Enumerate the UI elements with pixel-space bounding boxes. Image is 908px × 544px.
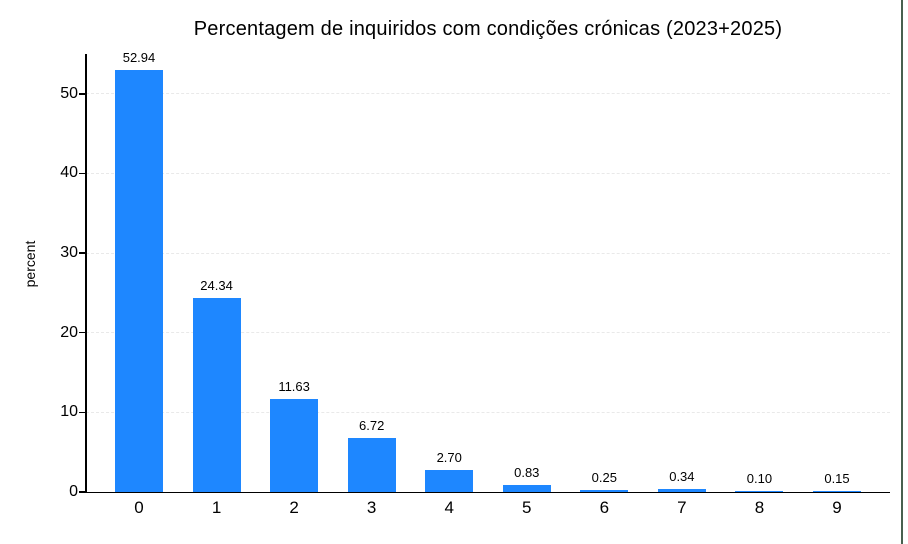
bar bbox=[580, 490, 629, 492]
bar bbox=[657, 489, 706, 492]
y-gridline bbox=[86, 172, 890, 174]
bar-value-label: 52.94 bbox=[122, 50, 156, 66]
bar bbox=[813, 490, 861, 492]
bar bbox=[735, 491, 784, 492]
x-axis-tick-label: 0 bbox=[134, 498, 144, 517]
x-axis-tick-label: 9 bbox=[832, 498, 842, 517]
bar-value-label: 0.34 bbox=[669, 469, 695, 485]
bar-value-label: 11.63 bbox=[278, 379, 310, 395]
bar-value-label: 6.72 bbox=[359, 418, 385, 434]
x-axis-tick-label: 1 bbox=[211, 498, 222, 517]
x-axis-line bbox=[85, 491, 890, 493]
bar bbox=[502, 485, 551, 492]
y-axis-line bbox=[85, 54, 87, 492]
y-axis-tick-label: 50 bbox=[60, 84, 78, 102]
y-axis-tick-label: 30 bbox=[60, 244, 78, 262]
bar-value-label: 0.15 bbox=[824, 470, 850, 486]
bar-value-label: 24.34 bbox=[200, 278, 233, 294]
bar bbox=[115, 70, 163, 492]
y-axis-title: percent bbox=[22, 240, 38, 288]
y-axis-tick bbox=[79, 93, 86, 95]
x-axis-tick-label: 4 bbox=[444, 498, 454, 517]
bar-value-label: 0.25 bbox=[591, 470, 617, 485]
x-axis-tick-label: 2 bbox=[289, 498, 299, 517]
y-axis-tick-label: 0 bbox=[69, 483, 78, 500]
bar-value-label: 0.83 bbox=[514, 465, 540, 481]
y-axis-tick bbox=[79, 411, 86, 414]
x-axis-tick-label: 3 bbox=[366, 498, 377, 517]
bar bbox=[192, 298, 241, 492]
bar-value-label: 2.70 bbox=[436, 450, 462, 466]
y-axis-tick bbox=[79, 172, 86, 175]
x-axis-tick-label: 5 bbox=[522, 498, 532, 517]
y-axis-tick bbox=[79, 491, 86, 493]
bar bbox=[270, 399, 319, 492]
x-axis-tick-label: 6 bbox=[599, 498, 610, 517]
y-axis-tick-label: 40 bbox=[60, 164, 78, 182]
chart-title: Percentagem de inquiridos com condições … bbox=[193, 18, 783, 40]
x-axis-tick-label: 7 bbox=[677, 498, 687, 517]
x-axis-tick-label: 8 bbox=[754, 498, 765, 517]
bar-value-label: 0.10 bbox=[746, 471, 773, 486]
y-axis-tick bbox=[79, 331, 86, 334]
window-right-border bbox=[901, 0, 903, 544]
y-gridline bbox=[86, 411, 890, 413]
y-axis-tick-label: 10 bbox=[60, 403, 78, 421]
y-axis-tick-label: 20 bbox=[60, 323, 78, 341]
bar bbox=[425, 470, 474, 492]
y-gridline bbox=[86, 252, 890, 254]
y-gridline bbox=[86, 93, 890, 95]
y-axis-tick bbox=[79, 252, 86, 254]
y-gridline bbox=[86, 332, 890, 334]
bar bbox=[347, 438, 396, 492]
